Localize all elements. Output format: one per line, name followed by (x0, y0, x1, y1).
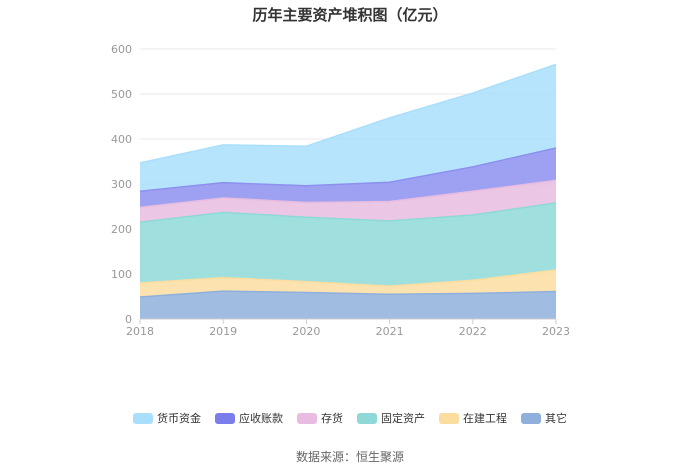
legend-item[interactable]: 货币资金 (133, 408, 201, 428)
x-tick-label: 2019 (209, 325, 237, 338)
x-tick-label: 2018 (126, 325, 154, 338)
legend-swatch (357, 413, 377, 424)
y-tick-label: 100 (111, 268, 132, 281)
legend-swatch (133, 413, 153, 424)
x-tick-label: 2022 (459, 325, 487, 338)
legend-item[interactable]: 固定资产 (357, 408, 425, 428)
legend-label: 固定资产 (381, 410, 425, 426)
legend-label: 货币资金 (157, 410, 201, 426)
legend-swatch (215, 413, 235, 424)
y-tick-label: 300 (111, 178, 132, 191)
x-tick-label: 2021 (376, 325, 404, 338)
y-tick-label: 600 (111, 43, 132, 56)
legend-label: 存货 (321, 410, 343, 426)
y-tick-label: 200 (111, 223, 132, 236)
y-tick-label: 400 (111, 133, 132, 146)
area-series[interactable] (140, 64, 556, 319)
legend-label: 在建工程 (463, 410, 507, 426)
legend-item[interactable]: 存货 (297, 408, 343, 428)
legend-swatch (297, 413, 317, 424)
legend-item[interactable]: 在建工程 (439, 408, 507, 428)
area-series-其它[interactable] (140, 291, 556, 319)
data-source: 数据来源：恒生聚源 (0, 448, 700, 465)
legend-item[interactable]: 应收账款 (215, 408, 283, 428)
x-tick-label: 2023 (542, 325, 570, 338)
legend-swatch (521, 413, 541, 424)
x-tick-label: 2020 (292, 325, 320, 338)
legend-swatch (439, 413, 459, 424)
x-axis-ticks: 2018 2019 2020 2021 2022 2023 (126, 319, 570, 338)
legend-label: 应收账款 (239, 410, 283, 426)
legend-label: 其它 (545, 410, 567, 426)
legend-item[interactable]: 其它 (521, 408, 567, 428)
y-tick-label: 500 (111, 88, 132, 101)
legend: 货币资金 应收账款 存货 固定资产 在建工程 其它 (0, 408, 700, 428)
